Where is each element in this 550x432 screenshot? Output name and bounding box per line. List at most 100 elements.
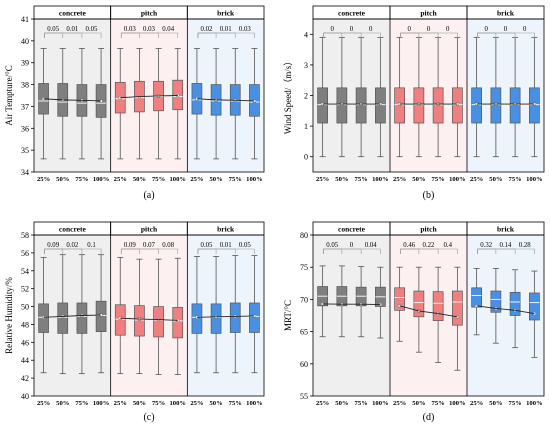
p-value-label: 0: [485, 26, 489, 33]
p-value-label: 0.14: [500, 242, 512, 249]
box-brick-100%: 100%: [246, 48, 263, 183]
significance-bracket: [197, 32, 255, 38]
x-tick-label: 75%: [509, 400, 522, 407]
y-tick-label: 40: [21, 37, 29, 46]
x-tick-label: 50%: [489, 400, 502, 407]
iqr-box: [490, 290, 502, 313]
p-value-label: 0.02: [201, 26, 213, 33]
box-brick-75%: 75%: [229, 255, 242, 407]
x-tick-label: 100%: [372, 400, 388, 407]
p-value-label: 0: [350, 26, 354, 33]
chart-panel-1: concrete pitch brick 34 35 36 37 38 39 40 41 Air Te…: [4, 5, 265, 201]
significance-bracket: [400, 248, 458, 254]
y-tick-label: 54: [21, 267, 29, 276]
plot-frame: [33, 18, 265, 173]
x-tick-label: 50%: [412, 176, 425, 183]
significance-bracket: [477, 248, 535, 254]
y-tick-label: 48: [21, 320, 29, 329]
y-tick-label: 75: [300, 263, 308, 272]
p-value-label: 0: [408, 26, 412, 33]
x-tick-label: 100%: [170, 400, 186, 407]
p-value-label: 0.05: [326, 242, 338, 249]
x-tick-label: 25%: [393, 400, 406, 407]
significance-bracket: [323, 32, 381, 38]
x-tick-label: 100%: [93, 176, 109, 183]
group-header-label: brick: [497, 225, 515, 234]
y-tick-label: 55: [300, 392, 308, 401]
x-tick-label: 100%: [246, 400, 262, 407]
y-tick-label: 41: [21, 15, 29, 24]
mean-trend-line: [43, 98, 102, 102]
p-value-label: 0.07: [143, 242, 155, 249]
iqr-box: [413, 290, 425, 318]
p-value-label: 0.05: [239, 242, 251, 249]
p-value-label: 0.08: [162, 242, 174, 249]
mean-trend-line: [120, 317, 178, 321]
iqr-box: [394, 287, 405, 311]
x-tick-label: 75%: [432, 176, 445, 183]
x-tick-label: 50%: [56, 400, 69, 407]
p-value-label: 0: [331, 26, 335, 33]
group-header-label: brick: [217, 9, 235, 18]
y-tick-label: 40: [21, 392, 29, 401]
x-tick-label: 100%: [526, 400, 542, 407]
x-tick-label: 75%: [75, 400, 88, 407]
iqr-box: [114, 304, 126, 336]
mean-trend-line: [476, 305, 535, 315]
x-tick-label: 50%: [133, 400, 146, 407]
group-header-label: pitch: [141, 225, 158, 234]
y-tick-label: 35: [21, 146, 29, 155]
x-tick-label: 25%: [114, 400, 127, 407]
x-tick-label: 75%: [152, 176, 165, 183]
y-tick-label: 2: [304, 92, 308, 101]
y-tick-label: 38: [21, 81, 29, 90]
y-tick-label: 39: [21, 59, 29, 68]
iqr-box: [471, 287, 482, 308]
significance-bracket: [197, 248, 255, 254]
box-pitch-50%: 50%: [412, 36, 425, 183]
x-tick-label: 50%: [209, 400, 222, 407]
box-pitch-75%: 75%: [152, 258, 165, 407]
p-value-label: 0.4: [444, 242, 453, 249]
box-brick-25%: 25%: [190, 256, 204, 407]
y-tick-label: 70: [300, 295, 308, 304]
x-tick-label: 25%: [37, 400, 50, 407]
p-value-label: 0: [504, 26, 508, 33]
group-header-label: concrete: [338, 9, 366, 18]
iqr-box: [172, 307, 184, 339]
y-tick-label: 42: [21, 374, 29, 383]
box-pitch-75%: 75%: [432, 266, 445, 407]
y-tick-label: 1: [304, 122, 308, 131]
p-value-label: 0.04: [365, 242, 377, 249]
chart-panel-3: concrete pitch brick 40 42 44 46 48 50 52 54 56 58 Re…: [4, 221, 265, 423]
box-brick-100%: 100%: [246, 255, 263, 407]
p-value-label: 0.01: [220, 242, 232, 249]
y-tick-label: 65: [300, 328, 308, 337]
box-brick-25%: 25%: [470, 36, 483, 183]
box-pitch-25%: 25%: [393, 266, 406, 407]
group-header-label: brick: [497, 9, 515, 18]
chart-panel-2: concrete pitch brick 0 1 2 3 4 Wind Speed/（m/s） (…: [283, 5, 545, 201]
group-header-label: concrete: [59, 9, 87, 18]
significance-bracket: [120, 248, 179, 254]
x-tick-label: 100%: [372, 176, 388, 183]
x-tick-label: 100%: [449, 400, 465, 407]
iqr-box: [509, 291, 521, 316]
p-value-label: 0.01: [220, 26, 232, 33]
x-tick-label: 50%: [412, 400, 425, 407]
iqr-box: [134, 305, 145, 337]
iqr-box: [432, 291, 444, 322]
y-tick-label: 36: [21, 124, 29, 133]
p-value-label: 0.1: [87, 242, 96, 249]
y-tick-label: 46: [21, 338, 29, 347]
box-concrete-100%: 100%: [372, 36, 389, 183]
y-tick-label: 37: [21, 102, 29, 111]
p-value-label: 0.03: [239, 26, 251, 33]
p-value-label: 0.32: [480, 242, 492, 249]
significance-bracket: [44, 248, 102, 254]
iqr-box: [452, 290, 463, 326]
p-value-label: 0.05: [47, 26, 59, 33]
y-tick-label: 4: [304, 30, 308, 39]
significance-bracket: [477, 32, 535, 38]
y-axis-label: Relative Humidity/%: [4, 277, 14, 354]
